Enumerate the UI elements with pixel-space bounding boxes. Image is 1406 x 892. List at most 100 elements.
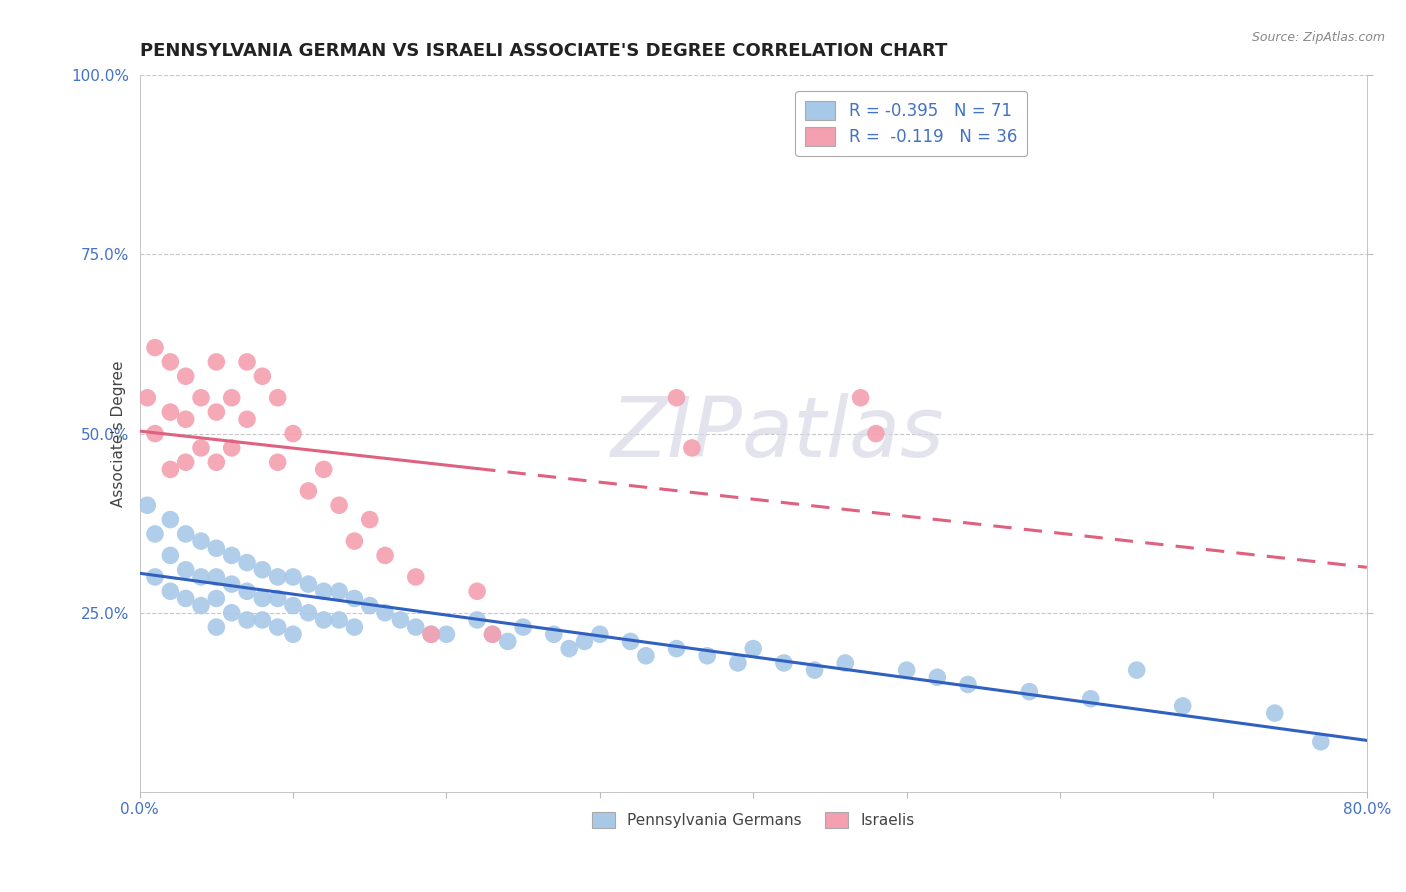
Point bbox=[252, 563, 274, 577]
Point bbox=[190, 441, 212, 455]
Text: Source: ZipAtlas.com: Source: ZipAtlas.com bbox=[1251, 31, 1385, 45]
Point bbox=[190, 570, 212, 584]
Point bbox=[1125, 663, 1147, 677]
Point bbox=[143, 341, 166, 355]
Point bbox=[281, 570, 304, 584]
Point bbox=[267, 620, 290, 634]
Point bbox=[481, 627, 503, 641]
Point bbox=[865, 426, 887, 441]
Point bbox=[205, 570, 228, 584]
Point bbox=[681, 441, 703, 455]
Point bbox=[297, 483, 319, 498]
Point bbox=[267, 591, 290, 606]
Point bbox=[927, 670, 949, 684]
Point bbox=[1080, 691, 1102, 706]
Point bbox=[727, 656, 749, 670]
Text: ZIPatlas: ZIPatlas bbox=[612, 393, 945, 474]
Point bbox=[343, 620, 366, 634]
Point bbox=[174, 563, 197, 577]
Point bbox=[205, 541, 228, 556]
Point bbox=[481, 627, 503, 641]
Point bbox=[773, 656, 796, 670]
Point bbox=[589, 627, 612, 641]
Text: PENNSYLVANIA GERMAN VS ISRAELI ASSOCIATE'S DEGREE CORRELATION CHART: PENNSYLVANIA GERMAN VS ISRAELI ASSOCIATE… bbox=[139, 42, 948, 60]
Point bbox=[328, 613, 350, 627]
Point bbox=[281, 426, 304, 441]
Point bbox=[174, 412, 197, 426]
Point bbox=[174, 591, 197, 606]
Point bbox=[896, 663, 918, 677]
Point bbox=[267, 570, 290, 584]
Point bbox=[221, 577, 243, 591]
Point bbox=[543, 627, 565, 641]
Point bbox=[252, 613, 274, 627]
Point bbox=[1018, 684, 1040, 698]
Point bbox=[359, 599, 381, 613]
Point bbox=[281, 599, 304, 613]
Point bbox=[1264, 706, 1286, 720]
Point bbox=[221, 441, 243, 455]
Point bbox=[281, 627, 304, 641]
Point bbox=[136, 391, 159, 405]
Point bbox=[389, 613, 412, 627]
Point bbox=[267, 455, 290, 469]
Point bbox=[834, 656, 856, 670]
Y-axis label: Associate's Degree: Associate's Degree bbox=[111, 360, 125, 507]
Point bbox=[205, 455, 228, 469]
Point bbox=[143, 570, 166, 584]
Point bbox=[205, 405, 228, 419]
Point bbox=[558, 641, 581, 656]
Point bbox=[159, 462, 181, 476]
Point bbox=[297, 577, 319, 591]
Point bbox=[205, 620, 228, 634]
Point bbox=[328, 584, 350, 599]
Point bbox=[236, 412, 259, 426]
Point bbox=[174, 527, 197, 541]
Point bbox=[696, 648, 718, 663]
Point bbox=[803, 663, 825, 677]
Point bbox=[159, 584, 181, 599]
Point bbox=[405, 620, 427, 634]
Point bbox=[190, 391, 212, 405]
Point bbox=[312, 584, 335, 599]
Point bbox=[159, 513, 181, 527]
Point bbox=[205, 355, 228, 369]
Point bbox=[328, 498, 350, 512]
Point bbox=[267, 391, 290, 405]
Point bbox=[190, 534, 212, 549]
Point bbox=[221, 391, 243, 405]
Point bbox=[420, 627, 443, 641]
Point bbox=[136, 498, 159, 512]
Point bbox=[574, 634, 596, 648]
Point bbox=[496, 634, 519, 648]
Point bbox=[236, 584, 259, 599]
Point bbox=[252, 369, 274, 384]
Point bbox=[190, 599, 212, 613]
Point bbox=[374, 549, 396, 563]
Point bbox=[236, 613, 259, 627]
Point bbox=[512, 620, 534, 634]
Point bbox=[297, 606, 319, 620]
Point bbox=[159, 355, 181, 369]
Point bbox=[634, 648, 657, 663]
Point bbox=[742, 641, 765, 656]
Legend: Pennsylvania Germans, Israelis: Pennsylvania Germans, Israelis bbox=[586, 805, 921, 835]
Point bbox=[665, 391, 688, 405]
Point bbox=[174, 455, 197, 469]
Point bbox=[465, 613, 488, 627]
Point bbox=[252, 591, 274, 606]
Point bbox=[143, 527, 166, 541]
Point bbox=[236, 556, 259, 570]
Point bbox=[374, 606, 396, 620]
Point bbox=[312, 462, 335, 476]
Point bbox=[849, 391, 872, 405]
Point bbox=[405, 570, 427, 584]
Point bbox=[956, 677, 979, 691]
Point bbox=[465, 584, 488, 599]
Point bbox=[174, 369, 197, 384]
Point bbox=[436, 627, 458, 641]
Point bbox=[619, 634, 641, 648]
Point bbox=[359, 513, 381, 527]
Point bbox=[205, 591, 228, 606]
Point bbox=[143, 426, 166, 441]
